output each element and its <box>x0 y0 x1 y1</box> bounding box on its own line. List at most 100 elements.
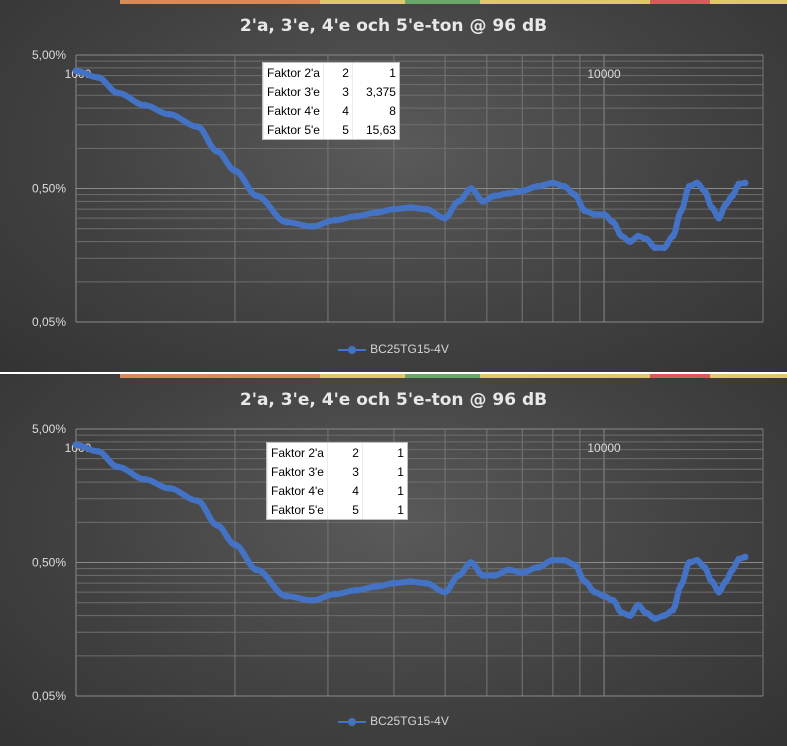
data-point <box>372 209 380 216</box>
data-point <box>600 592 608 600</box>
data-point <box>407 204 414 211</box>
data-point <box>618 609 626 617</box>
data-point <box>560 556 568 564</box>
data-point <box>701 187 708 195</box>
data-point <box>571 561 579 569</box>
data-point <box>231 541 239 549</box>
data-point <box>735 555 743 563</box>
data-point <box>282 592 290 600</box>
table-cell: 1 <box>361 443 407 462</box>
data-point <box>609 597 617 604</box>
chart-title: 2'a, 3'e, 4'e och 5'e-ton @ 96 dB <box>239 16 548 36</box>
legend-label: BC25TG15-4V <box>370 714 449 728</box>
data-point <box>534 563 542 571</box>
table-cell: Faktor 2'a <box>263 63 324 82</box>
data-point <box>72 67 80 75</box>
data-point <box>642 609 650 617</box>
data-point <box>114 89 122 97</box>
data-point <box>72 441 80 449</box>
data-point <box>308 597 316 604</box>
y-tick-label: 5,00% <box>32 422 66 436</box>
data-point <box>560 182 568 190</box>
data-point <box>609 218 617 226</box>
factor-table: Faktor 2'a 2 1 Faktor 3'e 3 3,375 Faktor… <box>262 62 400 140</box>
data-point <box>505 566 513 574</box>
y-tick-label: 5,00% <box>32 48 66 62</box>
table-cell: 4 <box>326 481 363 500</box>
table-cell: Faktor 2'a <box>267 443 328 462</box>
data-point <box>422 579 430 587</box>
x-tick-label: 10000 <box>587 441 621 455</box>
data-point <box>114 463 122 471</box>
legend-marker-icon <box>338 344 367 356</box>
data-point <box>253 192 261 200</box>
data-point <box>642 235 650 243</box>
data-point <box>332 590 339 598</box>
data-point <box>422 205 430 213</box>
y-tick-label: 0,50% <box>32 182 66 196</box>
data-point <box>491 192 498 200</box>
chart-title: 2'a, 3'e, 4'e och 5'e-ton @ 96 dB <box>239 390 548 410</box>
y-tick-label: 0,50% <box>32 556 66 570</box>
data-point <box>626 612 634 620</box>
data-point <box>728 566 736 574</box>
table-row: Faktor 2'a 2 1 <box>267 443 407 462</box>
data-point <box>94 447 102 455</box>
table-row: Faktor 4'e 4 1 <box>267 481 407 500</box>
table-cell: 4 <box>322 101 353 120</box>
data-point <box>407 578 414 585</box>
data-point <box>455 198 462 205</box>
data-point <box>634 601 642 609</box>
data-point <box>634 232 642 240</box>
legend: BC25TG15-4V <box>0 342 787 356</box>
data-point <box>660 612 668 620</box>
data-point <box>581 207 589 215</box>
data-point <box>390 579 398 587</box>
table-cell: 3 <box>326 462 363 481</box>
data-point <box>741 179 749 187</box>
data-point <box>165 110 173 118</box>
data-point <box>213 521 221 529</box>
data-point <box>626 238 634 246</box>
table-cell: 15,63 <box>351 120 399 139</box>
data-point <box>549 179 557 187</box>
table-cell: 8 <box>351 101 399 120</box>
data-point <box>491 572 498 579</box>
table-row: Faktor 5'e 5 15,63 <box>263 120 399 139</box>
table-cell: 5 <box>322 120 353 139</box>
table-cell: Faktor 5'e <box>267 500 328 519</box>
data-point <box>165 484 173 492</box>
data-point <box>441 214 449 222</box>
legend-label: BC25TG15-4V <box>370 342 449 356</box>
data-point <box>353 212 361 220</box>
chart-panel-2: 2'a, 3'e, 4'e och 5'e-ton @ 96 dB 5,00% 0… <box>0 374 787 746</box>
data-point <box>505 189 513 197</box>
plot-area-2: 5,00%0,50%0,05%1000 10000 <box>32 422 764 703</box>
data-point <box>701 563 708 571</box>
data-point <box>213 147 221 155</box>
data-point <box>722 201 730 208</box>
table-row: Faktor 4'e 4 8 <box>263 101 399 120</box>
data-point <box>735 180 743 188</box>
chart-panel-1: 2'a, 3'e, 4'e och 5'e-ton @ 96 dB 5,00% 0… <box>0 0 787 372</box>
data-point <box>708 204 716 211</box>
table-cell: 1 <box>361 481 407 500</box>
y-tick-label: 0,05% <box>32 315 66 329</box>
data-point <box>231 167 239 175</box>
data-point <box>332 216 339 224</box>
data-point <box>581 578 589 585</box>
data-point <box>715 214 723 222</box>
data-point <box>660 244 668 252</box>
data-point <box>94 73 102 81</box>
panel-top-stripe <box>0 0 787 4</box>
factor-table: Faktor 2'a 2 1 Faktor 3'e 3 1 Faktor 4'e… <box>266 442 408 520</box>
data-point <box>518 187 526 195</box>
data-point <box>669 232 677 240</box>
series-line <box>73 67 749 251</box>
table-cell: Faktor 3'e <box>267 462 328 481</box>
data-point <box>693 556 701 564</box>
table-cell: 2 <box>326 443 363 462</box>
data-point <box>549 556 557 564</box>
data-point <box>741 553 749 561</box>
data-point <box>685 559 693 566</box>
